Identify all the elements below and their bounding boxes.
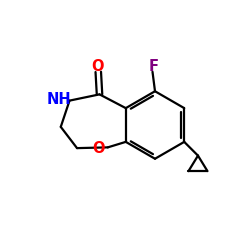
- Text: O: O: [92, 141, 104, 156]
- Text: O: O: [91, 59, 104, 74]
- Text: NH: NH: [47, 92, 71, 107]
- Text: F: F: [148, 59, 158, 74]
